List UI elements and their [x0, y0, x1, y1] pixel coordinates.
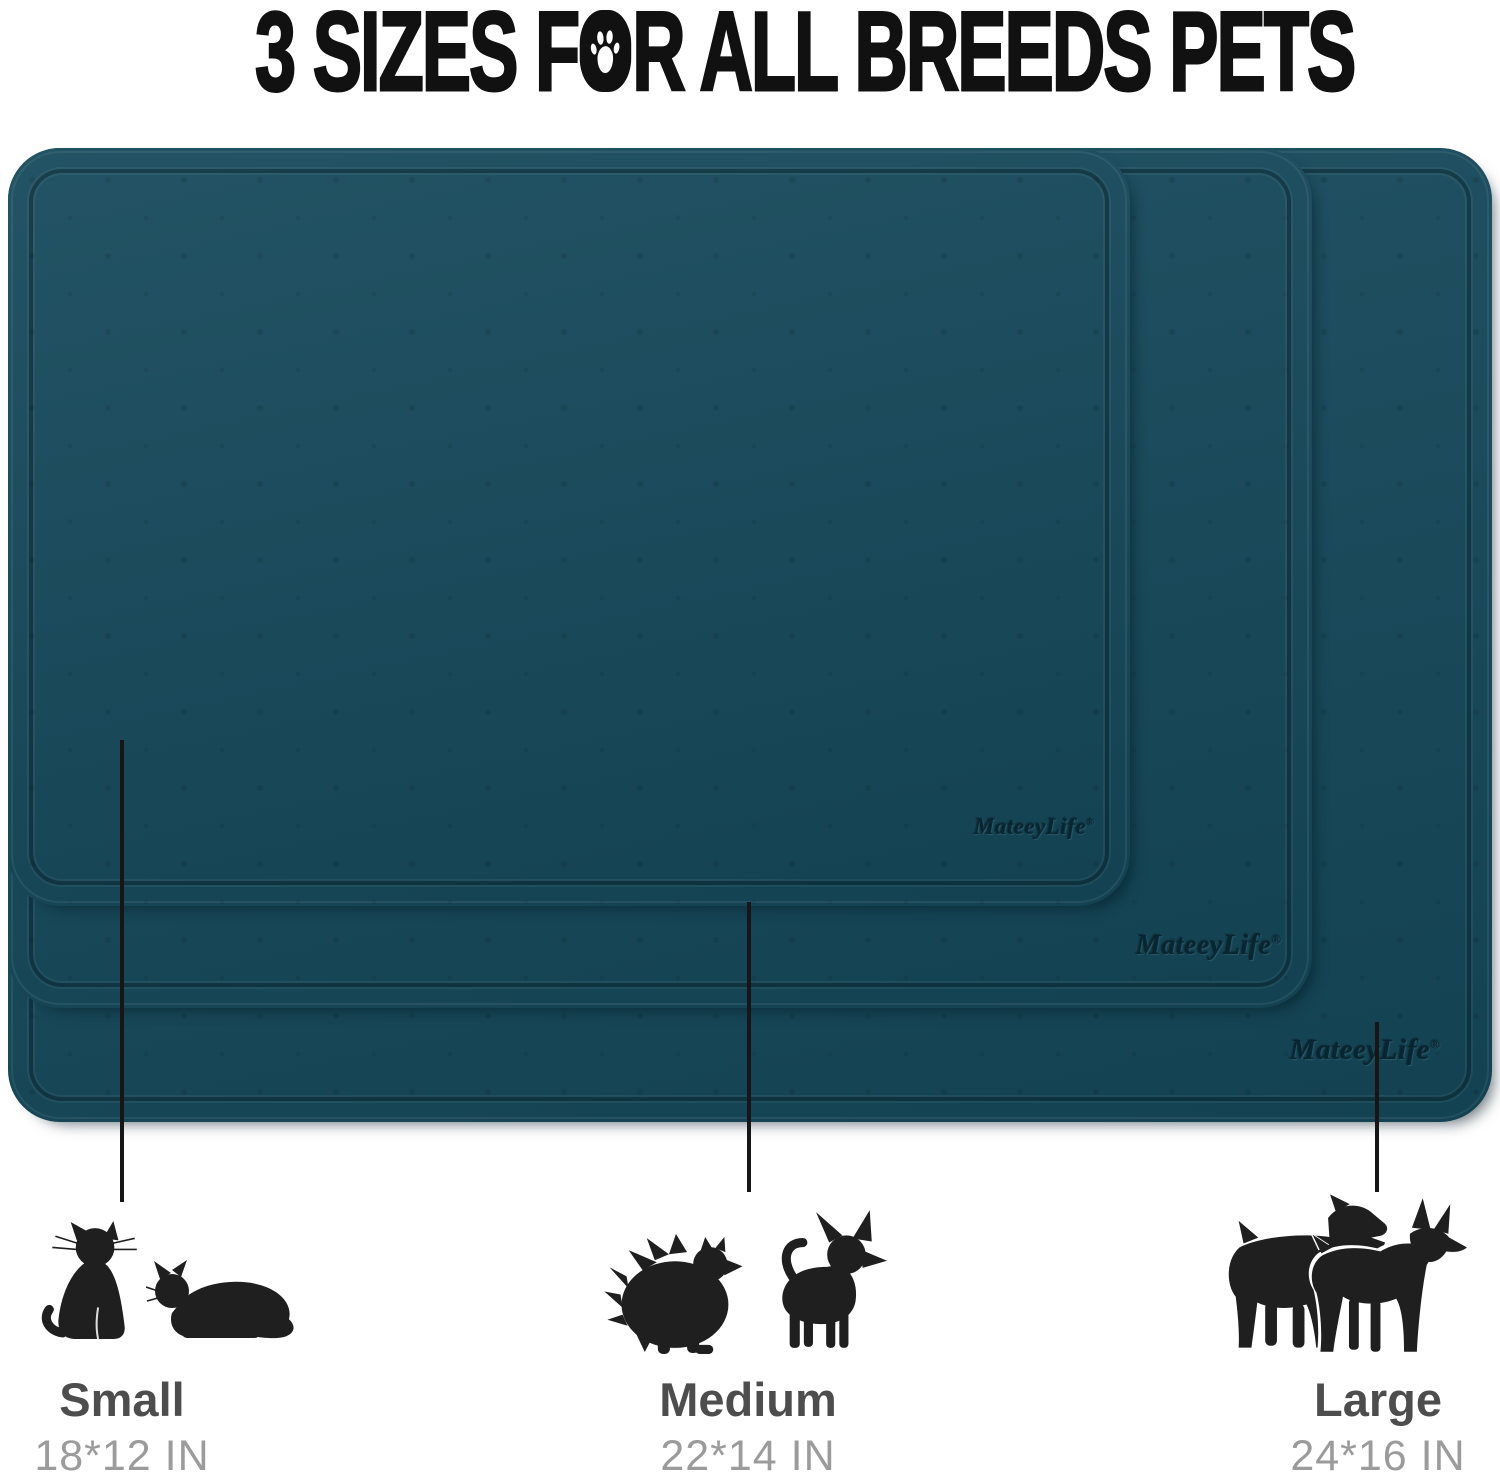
- brand-logo-large: MateeyLife®: [1290, 1034, 1441, 1067]
- size-name: Small: [59, 1373, 185, 1426]
- size-label-medium: Medium 22*14 IN: [638, 1376, 858, 1478]
- cat-sitting-icon: [40, 1220, 142, 1345]
- brand-name: MateeyLife: [1290, 1034, 1431, 1066]
- registered-mark: ®: [1086, 817, 1095, 829]
- brand-name: MateeyLife: [1136, 930, 1272, 961]
- dog-chihuahua-icon: [740, 1208, 890, 1355]
- callout-line-small: [120, 740, 124, 1202]
- title-part1: 3 SIZES F: [254, 0, 581, 114]
- size-dimensions: 24*16 IN: [1290, 1432, 1466, 1480]
- page-title: 3 SIZES F R ALL BREEDS PETS: [254, 0, 1357, 109]
- brand-name: MateeyLife: [974, 814, 1087, 839]
- brand-logo-medium: MateeyLife®: [1136, 930, 1282, 962]
- paw-print-icon: [579, 10, 631, 92]
- size-dimensions: 18*12 IN: [34, 1432, 210, 1480]
- size-dimensions: 22*14 IN: [660, 1432, 836, 1480]
- size-name: Medium: [659, 1373, 837, 1426]
- registered-mark: ®: [1430, 1036, 1441, 1052]
- dog-pomeranian-icon: [602, 1230, 754, 1361]
- callout-line-large: [1375, 1022, 1379, 1192]
- mat-small: [8, 148, 1130, 906]
- callout-line-medium: [747, 902, 751, 1192]
- size-label-small: Small 18*12 IN: [22, 1376, 222, 1478]
- title-part2: R ALL BREEDS PETS: [631, 0, 1357, 114]
- size-name: Large: [1314, 1373, 1442, 1426]
- dog-doberman-icon: [1286, 1196, 1468, 1361]
- brand-logo-small: MateeyLife®: [974, 814, 1095, 840]
- cat-lying-icon: [145, 1256, 296, 1347]
- registered-mark: ®: [1271, 932, 1282, 947]
- size-label-large: Large 24*16 IN: [1268, 1376, 1488, 1478]
